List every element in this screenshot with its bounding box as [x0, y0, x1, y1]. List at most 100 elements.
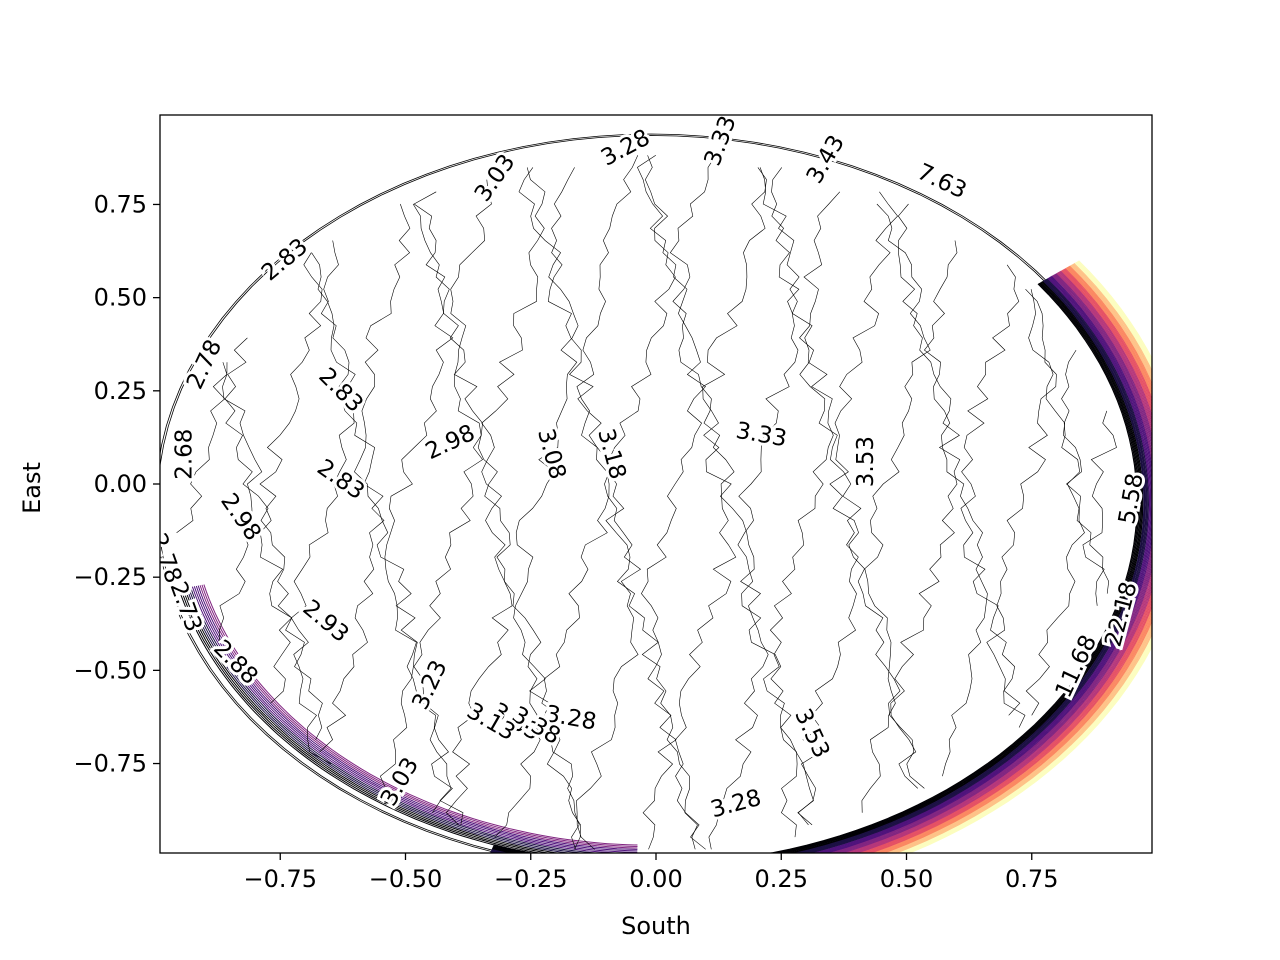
- contour-line: [384, 203, 454, 813]
- contour-rim-band: [815, 277, 1152, 853]
- y-tick-label: 0.75: [94, 190, 147, 218]
- contour-rim-band: [905, 260, 1152, 853]
- contour-line: [259, 252, 323, 740]
- x-tick-label: 0.25: [755, 865, 808, 893]
- contour-line: [923, 240, 988, 777]
- contour-rim-band: [490, 279, 1147, 853]
- contour-rim-band: [184, 587, 561, 853]
- y-tick-label: −0.50: [73, 656, 147, 684]
- contour-rim-band: [850, 271, 1152, 853]
- y-tick-label: −0.25: [73, 563, 147, 591]
- contour-label: 3.53: [853, 436, 879, 487]
- contour-line: [669, 155, 737, 850]
- contour-rim-band: [893, 263, 1152, 853]
- contour-line: [224, 337, 293, 704]
- x-axis-label: South: [621, 912, 691, 940]
- x-tick-label: 0.75: [1005, 865, 1058, 893]
- contour-rim-band: [825, 275, 1152, 853]
- contour-rim-band: [900, 261, 1152, 853]
- plot-background: [160, 115, 1152, 853]
- contour-line: [702, 167, 769, 850]
- contour-rim-band: [858, 270, 1152, 853]
- contour-rim-band: [895, 262, 1152, 853]
- contour-rim-band: [867, 268, 1152, 853]
- contour-rim-band: [493, 283, 1138, 853]
- contour-rim-band: [492, 281, 1142, 853]
- x-tick-label: 0.00: [629, 865, 682, 893]
- contour-rim-band: [877, 266, 1152, 853]
- contour-line: [218, 362, 263, 643]
- contour-rim-band: [491, 279, 1146, 853]
- contour-line: [354, 203, 418, 789]
- contour-rim-band: [197, 585, 638, 850]
- contour-line: [176, 362, 228, 533]
- contour-rim-band: [195, 585, 638, 852]
- contour-line: [737, 167, 800, 838]
- contour-rim-band: [890, 263, 1152, 853]
- y-tick-label: 0.50: [94, 284, 147, 312]
- x-axis: −0.75 −0.50 −0.25 0.00 0.25 0.50 0.75: [243, 853, 1058, 893]
- y-tick-label: 0.00: [94, 470, 147, 498]
- contour-rim-band: [897, 262, 1152, 853]
- contour-rim-band: [182, 588, 551, 853]
- contour-line: [413, 191, 484, 825]
- contour-rim-band: [193, 586, 638, 853]
- contour-line: [829, 191, 898, 813]
- contour-rim-band: [847, 272, 1152, 853]
- contour-line: [445, 179, 513, 826]
- contour-rim-band: [861, 269, 1152, 853]
- x-tick-label: −0.50: [369, 865, 443, 893]
- contour-rim-band: [490, 278, 1148, 853]
- contour-line: [986, 288, 1057, 716]
- contour-line: [763, 167, 834, 826]
- contour-rim-band: [188, 587, 585, 853]
- y-tick-label: −0.75: [73, 750, 147, 778]
- y-tick-label: 0.25: [94, 377, 147, 405]
- contour-rim-band: [864, 269, 1152, 853]
- contour-line: [857, 203, 931, 789]
- contour-rim-band: [818, 276, 1152, 853]
- contour-rim-band: [888, 264, 1152, 853]
- contour-rim-band: [907, 260, 1152, 853]
- contour-rim-band: [875, 266, 1152, 853]
- contour-line: [576, 155, 642, 850]
- contour-rim-band: [203, 584, 638, 846]
- contour-rim-band: [812, 277, 1151, 853]
- y-axis-label: East: [18, 462, 46, 514]
- contour-rim-band: [885, 264, 1152, 853]
- contour-rim-band: [882, 265, 1152, 853]
- contour-lines: [160, 133, 1152, 853]
- contour-line: [960, 264, 1026, 728]
- contour-rim-band: [835, 274, 1152, 853]
- contour-rim-band: [492, 281, 1143, 853]
- x-tick-label: −0.75: [243, 865, 317, 893]
- contour-label: 2.68: [172, 429, 198, 480]
- contour-line: [290, 252, 356, 765]
- contour-rim-band: [880, 265, 1152, 853]
- contour-rim-band: [828, 275, 1152, 853]
- contour-rim-band: [822, 276, 1152, 853]
- contour-rim-band: [491, 280, 1145, 853]
- contour-rim-band: [190, 586, 602, 853]
- contour-rim-band: [492, 282, 1140, 853]
- contour-rim-band: [178, 589, 534, 853]
- contour-rim-band: [856, 270, 1152, 853]
- x-tick-label: −0.25: [494, 865, 568, 893]
- contour-rim-band: [490, 278, 1150, 853]
- contour-rim-band: [902, 261, 1152, 853]
- contour-rim-band: [841, 273, 1152, 853]
- y-axis: −0.75 −0.50 −0.25 0.00 0.25 0.50 0.75: [73, 190, 160, 778]
- contour-rim-band: [493, 282, 1139, 853]
- contour-rim-band: [869, 268, 1152, 853]
- contour-rim-band: [491, 280, 1144, 853]
- contour-rim-band: [199, 585, 638, 849]
- contour-rim-band: [844, 272, 1152, 853]
- contour-rim-band: [853, 271, 1152, 853]
- contour-line: [319, 240, 385, 753]
- contour-line: [637, 155, 706, 850]
- contour-rim-band: [872, 267, 1152, 853]
- x-tick-label: 0.50: [880, 865, 933, 893]
- contour-line: [1082, 410, 1117, 606]
- contour-rim-band: [180, 588, 542, 853]
